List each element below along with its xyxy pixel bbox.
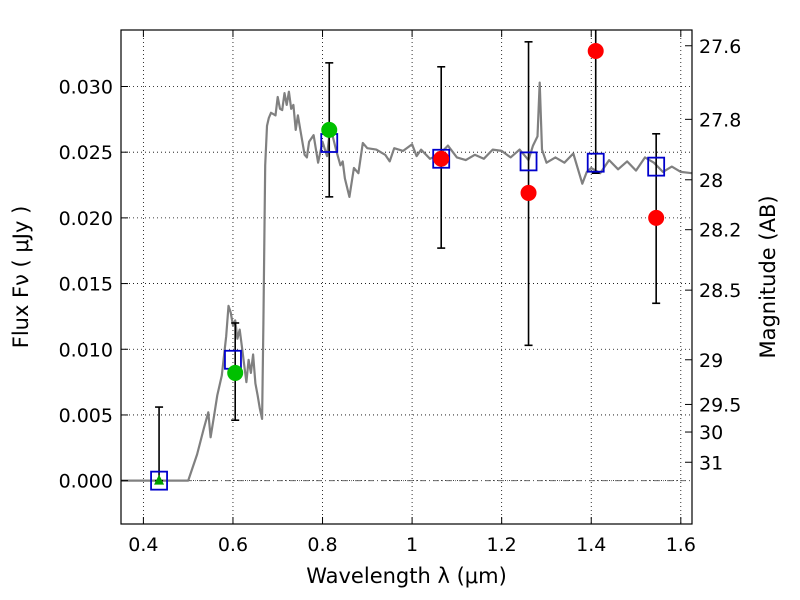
y-axis-ticks: 0.000 0.005 0.010 0.015 0.020 0.025 0.030 bbox=[59, 76, 128, 493]
red-circle-point bbox=[433, 150, 450, 167]
right-tick-label: 27.8 bbox=[699, 109, 741, 131]
x-tick-label: 1.2 bbox=[487, 534, 517, 556]
right-axis-ticks: 27.6 27.8 28 28.2 28.5 29 29.5 30 31 bbox=[685, 36, 741, 474]
green-circle-point bbox=[227, 364, 244, 381]
x-tick-label: 0.6 bbox=[218, 534, 248, 556]
right-axis-label: Magnitude (AB) bbox=[756, 195, 780, 358]
model-band-square bbox=[647, 156, 666, 177]
y-tick-label: 0.015 bbox=[59, 274, 113, 296]
green-circle-point bbox=[321, 121, 338, 138]
right-tick-label: 28 bbox=[699, 170, 723, 192]
y-tick-label: 0.005 bbox=[59, 405, 113, 427]
right-tick-label: 28.5 bbox=[699, 280, 741, 302]
y-tick-label: 0.020 bbox=[59, 208, 113, 230]
error-bar bbox=[155, 406, 164, 482]
right-tick-label: 29 bbox=[699, 350, 723, 372]
grid-lines bbox=[121, 30, 692, 524]
y-axis-label: Flux Fν ( μJy ) bbox=[9, 206, 33, 349]
red-circle-point bbox=[587, 43, 604, 60]
y-tick-label: 0.000 bbox=[59, 471, 113, 493]
x-tick-label: 1.4 bbox=[576, 534, 606, 556]
x-axis-label: Wavelength λ (μm) bbox=[306, 564, 507, 588]
right-tick-label: 29.5 bbox=[699, 394, 741, 416]
plot-area bbox=[121, 30, 692, 491]
y-tick-label: 0.030 bbox=[59, 76, 113, 98]
y-tick-label: 0.010 bbox=[59, 339, 113, 361]
error-bar bbox=[591, 30, 600, 175]
plot-frame bbox=[120, 29, 693, 525]
model-band-square bbox=[150, 470, 168, 491]
model-band-square bbox=[586, 152, 605, 173]
x-tick-label: 0.8 bbox=[307, 534, 337, 556]
model-band-square bbox=[519, 151, 538, 172]
x-tick-label: 1.6 bbox=[666, 534, 696, 556]
x-tick-label: 1 bbox=[406, 534, 418, 556]
y-tick-label: 0.025 bbox=[59, 142, 113, 164]
right-tick-label: 27.6 bbox=[699, 36, 741, 58]
right-tick-label: 31 bbox=[699, 452, 723, 474]
right-tick-label: 30 bbox=[699, 422, 723, 444]
right-tick-label: 28.2 bbox=[699, 220, 741, 242]
x-axis-ticks: 0.4 0.6 0.8 1 1.2 1.4 1.6 bbox=[128, 30, 696, 556]
red-circle-point bbox=[520, 184, 537, 201]
red-circle-point bbox=[648, 209, 665, 226]
green-triangle-point bbox=[154, 474, 165, 485]
model-spectrum-line bbox=[121, 81, 692, 482]
x-tick-label: 0.4 bbox=[128, 534, 158, 556]
